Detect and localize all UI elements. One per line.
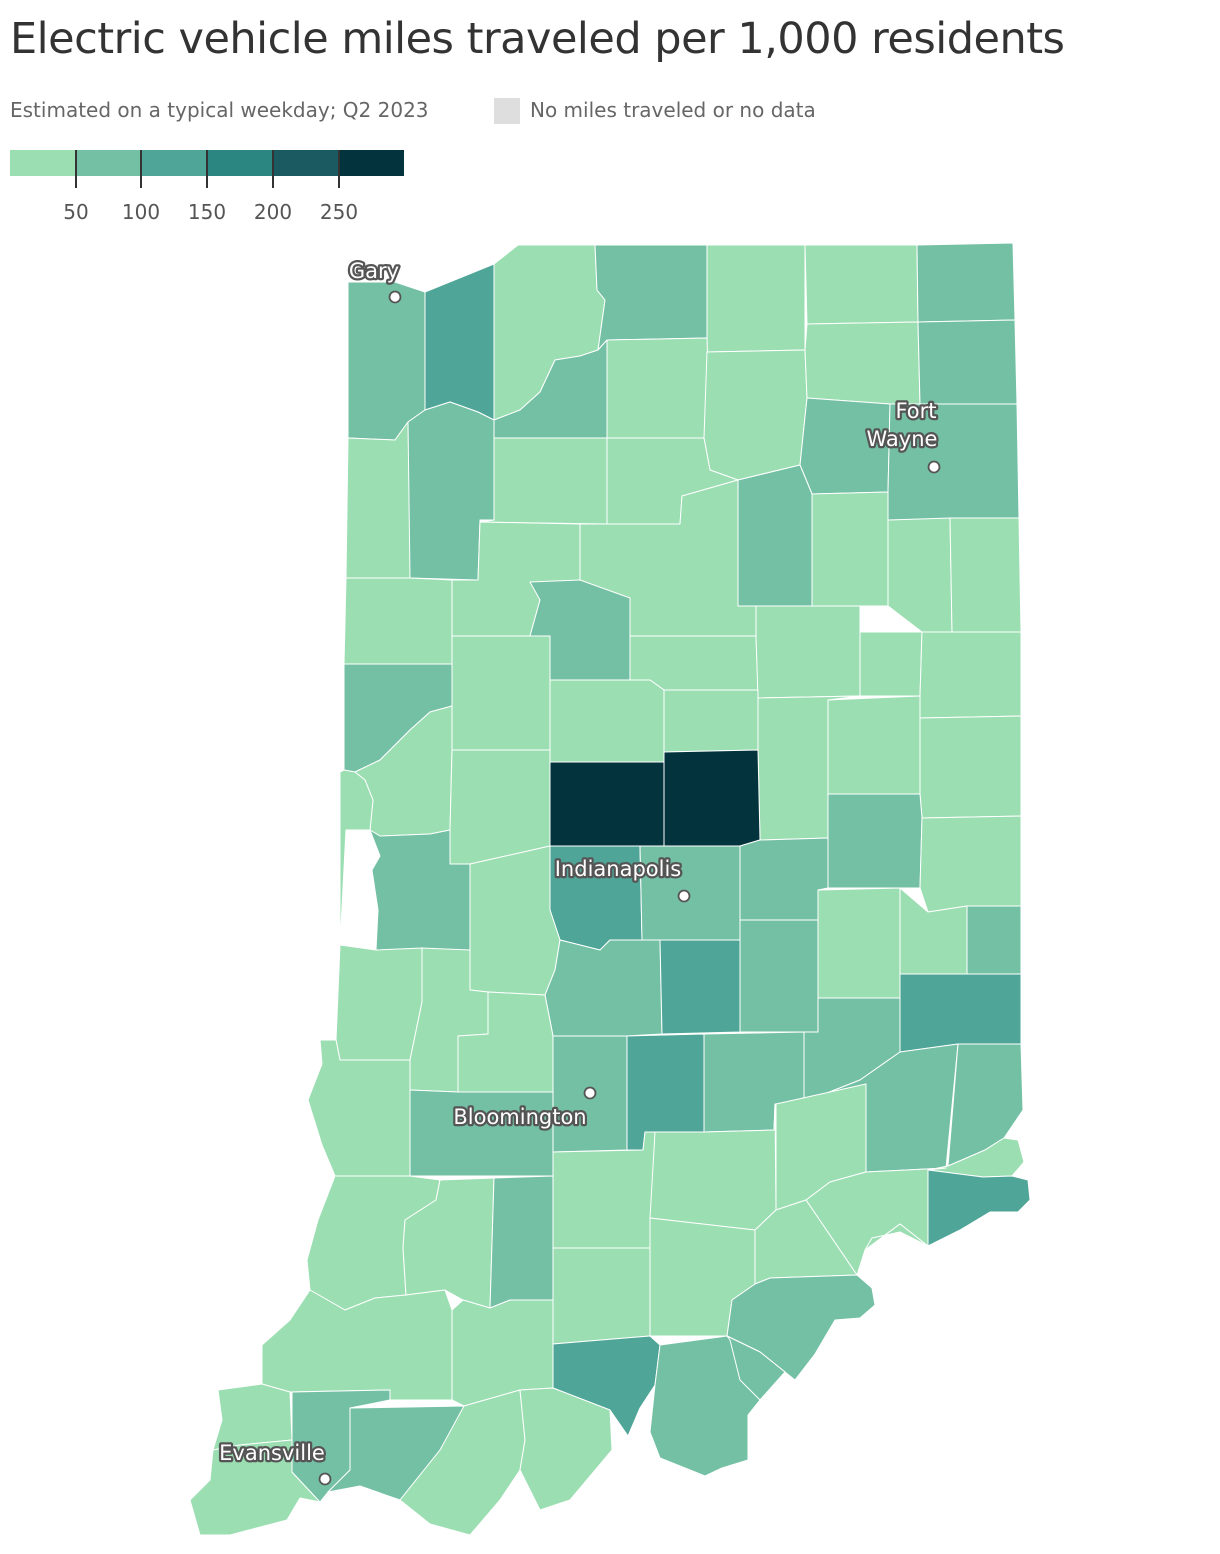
legend-bin-3: [142, 150, 208, 176]
county-hamilton: [663, 749, 761, 847]
county-clinton: [549, 679, 665, 763]
legend-tick: [338, 150, 340, 188]
city-label: Indianapolis: [555, 857, 682, 881]
county-delaware: [827, 695, 921, 795]
county-elkhart: [706, 244, 806, 353]
county-gibson: [261, 1289, 453, 1401]
county-montgomery: [449, 749, 551, 865]
city-markers: Gary Fort Wayne Indianapolis Bloomington Evan…: [217, 257, 941, 1486]
county-fulton: [479, 437, 608, 525]
county-greene: [409, 1089, 554, 1177]
county-floyd: [519, 1387, 613, 1511]
county-henry: [817, 887, 901, 999]
county-ohio: [927, 1169, 1031, 1247]
county-wayne: [919, 815, 1022, 913]
city-label: Fort Wayne: [867, 399, 938, 451]
county-jasper: [345, 421, 411, 579]
county-perry: [399, 1389, 526, 1536]
county-layer: [189, 242, 1031, 1536]
legend-bin-1: [10, 150, 76, 176]
city-dot: [583, 1086, 597, 1100]
county-kosciusko: [703, 349, 808, 481]
county-johnson: [659, 939, 741, 1035]
county-steuben: [916, 242, 1016, 323]
county-morgan: [544, 939, 663, 1037]
county-porter: [424, 263, 495, 421]
legend-bin-4: [208, 150, 272, 176]
county-switzerland: [864, 1223, 929, 1251]
city-dot: [388, 290, 402, 304]
county-tippecanoe: [451, 635, 551, 751]
county-henry-north: [827, 793, 923, 889]
county-huntington: [737, 464, 813, 607]
color-legend: 50 100 150 200 250: [10, 150, 404, 230]
county-jay: [919, 631, 1022, 719]
legend-bin-6: [338, 150, 404, 176]
county-harrison: [726, 1335, 786, 1401]
legend-bin-2: [76, 150, 142, 176]
no-data-swatch: No miles traveled or no data: [494, 98, 816, 124]
county-adams-east: [949, 517, 1022, 633]
county-st-joseph: [594, 244, 708, 351]
city-label: Gary: [349, 259, 399, 283]
county-randolph: [919, 715, 1022, 819]
county-lake: [347, 281, 426, 441]
county-fayette: [899, 973, 1022, 1053]
county-union: [966, 905, 1022, 975]
city-label: Evansville: [219, 1441, 325, 1465]
county-vermillion: [335, 944, 423, 1061]
county-sullivan: [307, 1039, 411, 1177]
legend-tick: [272, 150, 274, 188]
chart-subtitle: Estimated on a typical weekday; Q2 2023: [10, 98, 429, 122]
no-data-label: No miles traveled or no data: [530, 98, 816, 122]
city-label: Bloomington: [453, 1105, 586, 1129]
county-blackford: [859, 631, 923, 697]
county-vanderburgh: [189, 1439, 321, 1536]
legend-tick: [75, 150, 77, 188]
county-noble: [804, 321, 921, 405]
city-dot: [318, 1472, 332, 1486]
legend-tick-label: 100: [121, 200, 161, 224]
city-dot: [927, 460, 941, 474]
legend-tick: [140, 150, 142, 188]
legend-tick: [206, 150, 208, 188]
county-martin: [489, 1175, 554, 1309]
county-shelby: [739, 919, 819, 1033]
county-lagrange: [804, 244, 919, 325]
county-dekalb: [917, 319, 1018, 405]
county-grant: [755, 605, 861, 699]
city-dot: [677, 889, 691, 903]
legend-tick-label: 250: [319, 200, 359, 224]
county-howard: [663, 689, 759, 753]
legend-tick-label: 50: [63, 200, 89, 224]
legend-tick-label: 200: [253, 200, 293, 224]
county-orange: [552, 1247, 651, 1345]
county-wells: [811, 491, 889, 607]
county-adams: [887, 517, 953, 633]
county-madison: [739, 837, 829, 921]
county-boone: [549, 761, 665, 847]
legend-bin-5: [272, 150, 338, 176]
county-fountain: [339, 769, 374, 946]
legend-tick-label: 150: [187, 200, 227, 224]
county-putnam: [469, 845, 561, 996]
chart-title: Electric vehicle miles traveled per 1,00…: [10, 14, 1065, 64]
county-newton: [343, 577, 453, 665]
county-marshall: [606, 337, 711, 439]
